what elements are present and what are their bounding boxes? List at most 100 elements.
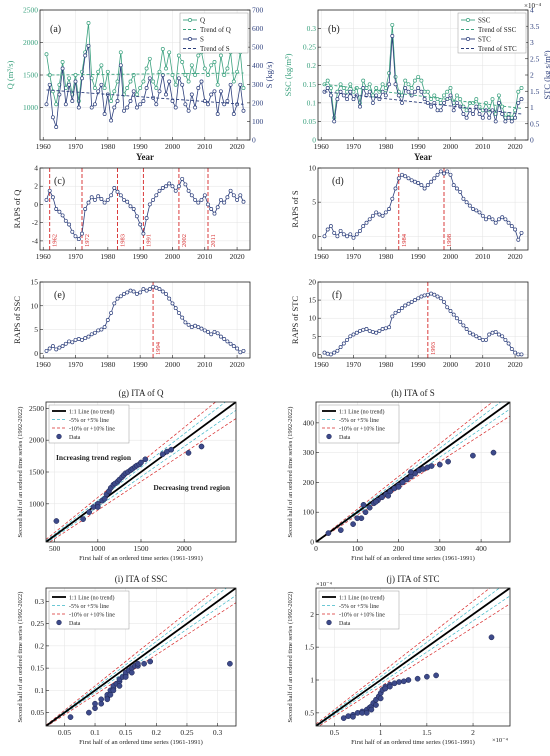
a-series-point [154, 102, 159, 107]
h-y-tick-label: 0 [310, 538, 314, 547]
f-raps-point [442, 299, 446, 304]
a-series-point [157, 89, 162, 94]
c-raps-point [89, 195, 94, 200]
c-raps-point [92, 197, 97, 202]
g-data-point [94, 504, 101, 510]
g-annotation-increasing: Increasing trend region [56, 453, 132, 462]
a-series-point [102, 86, 107, 90]
a-series-point [96, 69, 101, 74]
f-raps-point [438, 296, 443, 301]
b-y-tick-label: 0.3 [307, 24, 317, 33]
e-raps-point [86, 334, 91, 339]
j-legend-entry: -10% or +10% line [339, 612, 385, 618]
a-x-tick-label: 1990 [133, 142, 148, 151]
i-data-point [116, 683, 123, 689]
b-series-point [325, 78, 330, 83]
a-series-point [44, 52, 49, 57]
e-raps-point [183, 320, 188, 325]
d-x-tick-label: 1980 [378, 252, 393, 261]
g-x-tick-label: 1500 [134, 544, 149, 553]
h-data-point [490, 449, 497, 456]
i-minus5-line [46, 595, 236, 726]
c-break-label: 2002 [181, 234, 188, 247]
e-raps-point [134, 291, 139, 296]
d-raps-point [454, 186, 459, 191]
j-x-exponent-label: ×10⁻⁴ [492, 737, 509, 744]
b-y-right-tick-label: 0.5 [530, 119, 540, 128]
f-y-tick-label: 5 [312, 332, 316, 341]
d-raps-point [416, 181, 421, 185]
panel-d: 1960 1970 1980 1990 2000 2010 2020 0 5 10 1984 1998… [290, 164, 529, 261]
g-annotation-decreasing: Decreasing trend region [153, 483, 230, 492]
b-series-point [471, 112, 476, 116]
a-legend-marker [188, 18, 192, 22]
a-y-axis-label: Q (m³/s) [5, 60, 15, 89]
a-x-tick-label: 2020 [230, 142, 245, 151]
a-series-point [160, 47, 165, 51]
c-raps-point [112, 186, 117, 190]
e-break-label: 1994 [155, 341, 162, 355]
c-x-tick-label: 1970 [68, 252, 83, 261]
b-y-tick-label: 0.2 [307, 61, 317, 70]
e-raps-point [54, 347, 59, 352]
a-x-tick-label: 2000 [165, 142, 180, 151]
c-raps-point [115, 189, 120, 194]
b-series-point [393, 82, 398, 87]
c-raps-point [83, 207, 88, 211]
b-series-point [335, 97, 340, 102]
j-y-tick-label: 1.5 [305, 643, 315, 652]
h-data-point [408, 469, 414, 475]
e-raps-point [176, 310, 181, 315]
g-legend-entry: -5% or +5% line [69, 418, 109, 424]
f-raps-point [516, 352, 521, 357]
b-series-point [451, 108, 456, 113]
g-x-axis-label: First half of an ordered time series (19… [79, 555, 203, 562]
c-raps-point [125, 199, 130, 204]
d-raps-point [496, 217, 501, 222]
a-series-point [96, 89, 101, 94]
b-y-right-tick-label: 1 [530, 103, 534, 112]
a-y-right-tick-label: 0 [252, 136, 256, 145]
f-raps-point [322, 350, 327, 355]
c-x-tick-label: 2020 [230, 252, 245, 261]
b-series-point [435, 108, 440, 113]
a-series-point [115, 99, 120, 103]
a-series-point [183, 102, 188, 107]
f-raps-point [467, 330, 472, 335]
j-minus10-line [318, 603, 510, 726]
a-series-point [157, 69, 162, 74]
a-x-tick-label: 1980 [100, 142, 115, 151]
i-data-point [92, 700, 98, 707]
d-raps-point [516, 237, 521, 242]
b-trend-line [324, 83, 522, 109]
f-raps-point [461, 323, 466, 328]
b-x-tick-label: 1960 [314, 142, 329, 151]
d-raps-point [396, 176, 401, 181]
a-series-point [134, 105, 139, 110]
c-break-label: 1983 [120, 234, 127, 247]
e-raps-point [118, 294, 123, 299]
b-series-point [374, 86, 379, 90]
f-raps-point [361, 327, 366, 332]
a-y-right-tick-label: 300 [252, 80, 264, 89]
c-raps-point [96, 194, 101, 199]
b-legend-entry: SSC [478, 17, 491, 25]
a-legend-entry: S [200, 36, 204, 44]
j-plus10-line [316, 588, 491, 725]
a-series-point [212, 89, 217, 94]
d-y-axis-label: RAPS of S [290, 190, 300, 228]
b-series-point [393, 74, 398, 79]
a-series-point [215, 112, 220, 116]
f-raps-point [374, 330, 379, 335]
e-raps-point [186, 322, 191, 327]
b-y-right-tick-label: 2.5 [530, 54, 540, 63]
e-raps-point [170, 301, 175, 306]
b-series-point [361, 86, 366, 90]
a-series-point [118, 50, 123, 55]
b-series-point [500, 112, 505, 116]
e-raps-point [199, 326, 204, 331]
j-data-point [350, 713, 356, 720]
b-series-point [464, 115, 469, 120]
i-data-point [147, 658, 154, 665]
e-raps-point [99, 327, 104, 332]
